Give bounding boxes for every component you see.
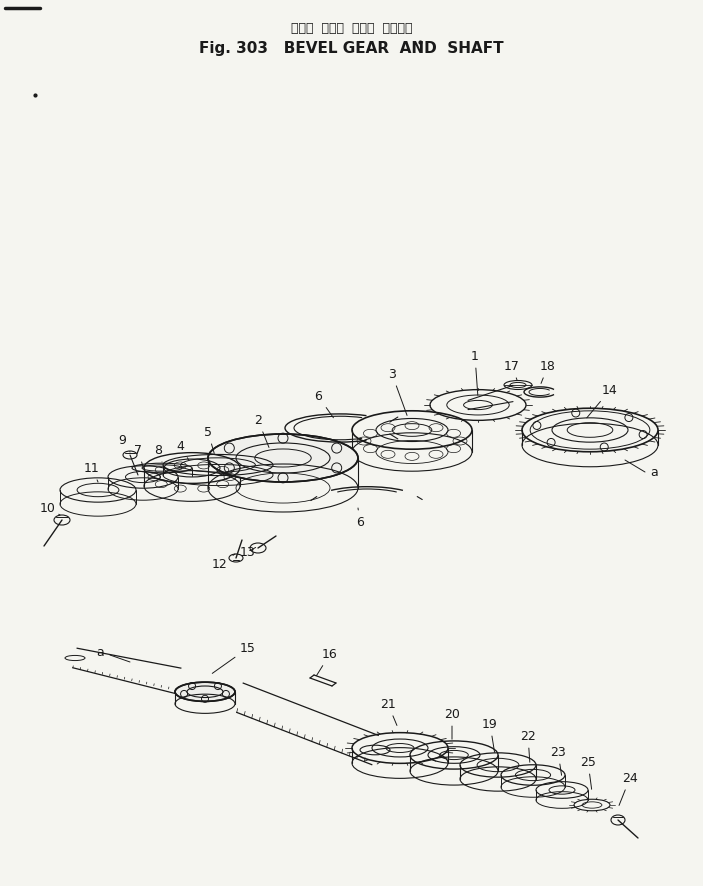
Text: 7: 7 <box>134 444 143 467</box>
Text: 14: 14 <box>587 384 618 418</box>
Text: 8: 8 <box>154 444 162 462</box>
Text: a: a <box>96 646 104 658</box>
Text: 23: 23 <box>550 745 566 775</box>
Text: 17: 17 <box>504 360 520 380</box>
Text: 3: 3 <box>388 368 407 416</box>
Text: 20: 20 <box>444 708 460 739</box>
Text: Fig. 303   BEVEL GEAR  AND  SHAFT: Fig. 303 BEVEL GEAR AND SHAFT <box>199 41 504 56</box>
Text: 9: 9 <box>118 433 130 452</box>
Text: 18: 18 <box>540 360 556 384</box>
Text: 6: 6 <box>356 508 364 529</box>
Text: 2: 2 <box>254 414 269 447</box>
Text: 24: 24 <box>619 772 638 805</box>
Text: 1: 1 <box>471 349 479 395</box>
Text: 11: 11 <box>84 462 100 482</box>
Ellipse shape <box>175 682 235 702</box>
Text: 16: 16 <box>316 648 338 676</box>
Text: 22: 22 <box>520 729 536 762</box>
Text: 6: 6 <box>314 390 333 417</box>
Text: ベベル  ギヤー  および  シャフト: ベベル ギヤー および シャフト <box>291 21 412 35</box>
Text: 21: 21 <box>380 697 397 726</box>
Text: 19: 19 <box>482 718 498 752</box>
Text: 4: 4 <box>176 439 188 460</box>
Text: a: a <box>650 465 658 478</box>
Text: 13: 13 <box>240 546 256 558</box>
Text: 15: 15 <box>212 641 256 673</box>
Text: 12: 12 <box>212 554 235 571</box>
Text: 5: 5 <box>204 425 214 454</box>
Text: 10: 10 <box>40 501 60 515</box>
Ellipse shape <box>208 434 358 482</box>
Text: 25: 25 <box>580 756 596 789</box>
